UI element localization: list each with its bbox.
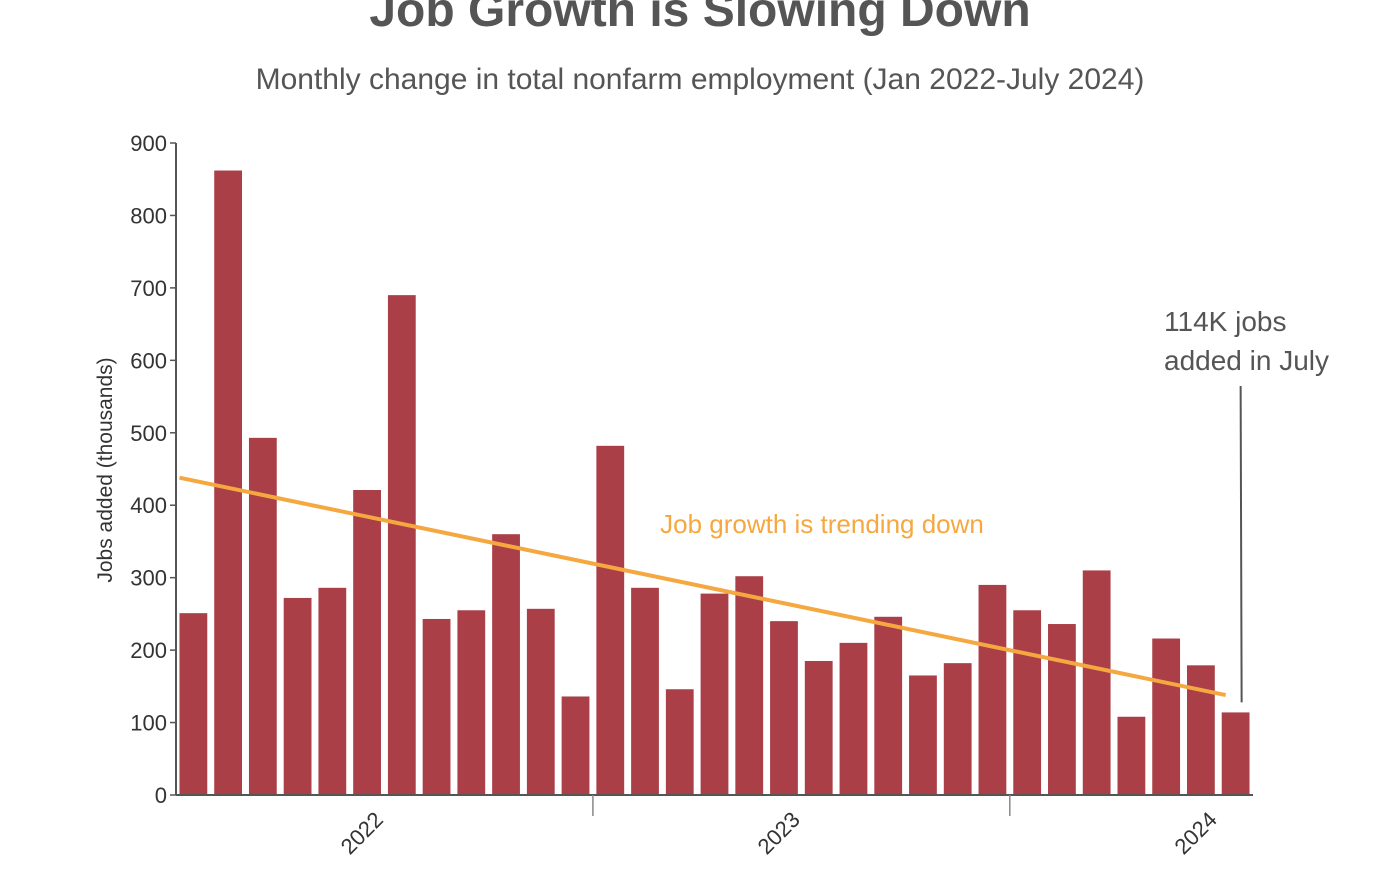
y-tick-label: 900 bbox=[130, 131, 167, 156]
bar bbox=[561, 696, 590, 795]
bar bbox=[214, 170, 243, 796]
bar bbox=[943, 663, 972, 795]
y-tick-label: 0 bbox=[155, 783, 167, 808]
bar bbox=[1117, 716, 1146, 795]
bar bbox=[631, 587, 659, 795]
annotation-pointer-line bbox=[1239, 385, 1243, 703]
bar bbox=[596, 445, 625, 795]
y-tick-label: 300 bbox=[130, 566, 167, 591]
bar bbox=[978, 584, 1007, 795]
bar bbox=[839, 642, 868, 795]
axes-group bbox=[175, 143, 1253, 816]
x-year-label: 2023 bbox=[753, 807, 805, 859]
bar bbox=[909, 675, 937, 795]
bar bbox=[735, 576, 764, 795]
bar bbox=[1013, 610, 1042, 795]
bar bbox=[526, 608, 555, 795]
bar bbox=[665, 689, 694, 795]
x-axis-year-labels: 2022 2023 2024 bbox=[336, 807, 1222, 859]
x-year-label: 2022 bbox=[336, 807, 388, 859]
y-axis-ticks: 0 100 200 300 400 500 600 700 800 900 bbox=[130, 131, 176, 808]
bar bbox=[353, 490, 381, 795]
y-axis-label: Jobs added (thousands) bbox=[94, 357, 117, 582]
y-tick-label: 700 bbox=[130, 276, 167, 301]
bar bbox=[422, 618, 451, 795]
bar bbox=[318, 587, 347, 795]
y-tick-label: 200 bbox=[130, 638, 167, 663]
bar bbox=[457, 610, 486, 795]
annotation-line-1: 114K jobs bbox=[1164, 306, 1286, 337]
chart-subtitle: Monthly change in total nonfarm employme… bbox=[256, 63, 1145, 96]
bars-group bbox=[179, 170, 1250, 796]
y-tick-label: 500 bbox=[130, 421, 167, 446]
bar bbox=[1082, 570, 1111, 795]
bar bbox=[1221, 712, 1250, 795]
bar bbox=[1186, 665, 1215, 795]
trend-label: Job growth is trending down bbox=[660, 509, 984, 539]
y-tick-label: 400 bbox=[130, 493, 167, 518]
bar bbox=[492, 534, 520, 795]
bar bbox=[770, 621, 798, 795]
bar bbox=[387, 295, 416, 795]
y-tick-label: 600 bbox=[130, 348, 167, 373]
bar bbox=[179, 613, 208, 795]
bar bbox=[804, 660, 833, 795]
bar bbox=[283, 597, 312, 795]
y-tick-label: 800 bbox=[130, 203, 167, 228]
bar bbox=[874, 616, 903, 795]
x-year-label: 2024 bbox=[1170, 807, 1222, 859]
bar bbox=[1048, 624, 1076, 795]
bar bbox=[1152, 638, 1181, 795]
trend-line bbox=[179, 475, 1227, 697]
y-tick-label: 100 bbox=[130, 711, 167, 736]
bar bbox=[700, 593, 729, 795]
annotation-line-2: added in July bbox=[1164, 345, 1329, 376]
chart-title: Job Growth is Slowing Down bbox=[369, 0, 1030, 37]
